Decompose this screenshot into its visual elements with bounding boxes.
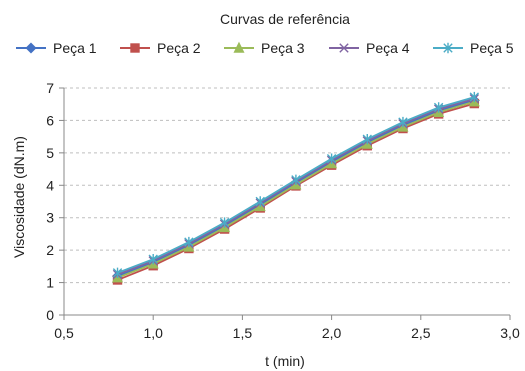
legend-item-1: Peça 1 (16, 40, 97, 56)
legend-swatch-marker-4 (339, 43, 349, 53)
legend-label-1: Peça 1 (53, 40, 97, 56)
grid (64, 87, 510, 284)
x-tick-label-3: 2,0 (322, 325, 342, 341)
series-5-point-1 (112, 267, 123, 279)
y-tick-label-6: 6 (46, 112, 54, 128)
series-5-point-3 (184, 236, 194, 248)
y-axis-ticks: 0 1 2 3 4 5 6 7 (46, 80, 54, 323)
x-tick-label-1: 1,0 (143, 325, 163, 341)
legend-swatch-marker-2 (130, 43, 140, 53)
legend-item-2: Peça 2 (120, 40, 201, 56)
legend-label-4: Peça 4 (366, 40, 410, 56)
chart-title: Curvas de referência (220, 11, 350, 27)
x-axis-ticks: 0,5 1,0 1,5 2,0 2,5 3,0 (54, 325, 520, 341)
y-tick-label-3: 3 (46, 210, 54, 226)
series-5-point-4 (219, 217, 230, 228)
y-tick-label-2: 2 (46, 242, 54, 258)
x-axis-title: t (min) (265, 353, 305, 369)
series-5-point-9 (398, 116, 408, 128)
series-5-point-2 (148, 254, 158, 265)
axes (59, 87, 511, 320)
y-axis-title: Viscosidade (dN.m) (11, 136, 27, 258)
series-layer (112, 91, 480, 285)
legend-item-3: Peça 3 (224, 40, 305, 56)
y-tick-label-5: 5 (46, 145, 54, 161)
series-5-point-10 (433, 102, 444, 113)
series-5 (112, 91, 480, 279)
series-5-point-7 (326, 153, 337, 164)
legend-label-5: Peça 5 (470, 40, 514, 56)
legend-swatch-marker-3 (233, 41, 245, 53)
y-tick-label-7: 7 (46, 80, 54, 96)
series-5-point-6 (291, 174, 301, 185)
series-5-point-8 (362, 134, 372, 145)
legend-swatch-marker-1 (25, 42, 37, 54)
legend-item-5: Peça 5 (433, 40, 514, 56)
y-tick-label-1: 1 (46, 275, 54, 291)
series-5-point-5 (255, 196, 265, 207)
legend-swatch-marker-5 (443, 42, 453, 54)
legend-item-4: Peça 4 (329, 40, 410, 56)
legend: Peça 1 Peça 2 Peça 3 Peça 4 Peça 5 (16, 40, 514, 56)
y-tick-label-4: 4 (46, 177, 54, 193)
legend-label-3: Peça 3 (261, 40, 305, 56)
x-tick-label-5: 3,0 (500, 325, 520, 341)
legend-label-2: Peça 2 (157, 40, 201, 56)
series-5-point-11 (469, 91, 480, 103)
y-tick-label-0: 0 (46, 307, 54, 323)
x-tick-label-0: 0,5 (54, 325, 74, 341)
x-tick-label-4: 2,5 (411, 325, 431, 341)
x-tick-label-2: 1,5 (233, 325, 253, 341)
